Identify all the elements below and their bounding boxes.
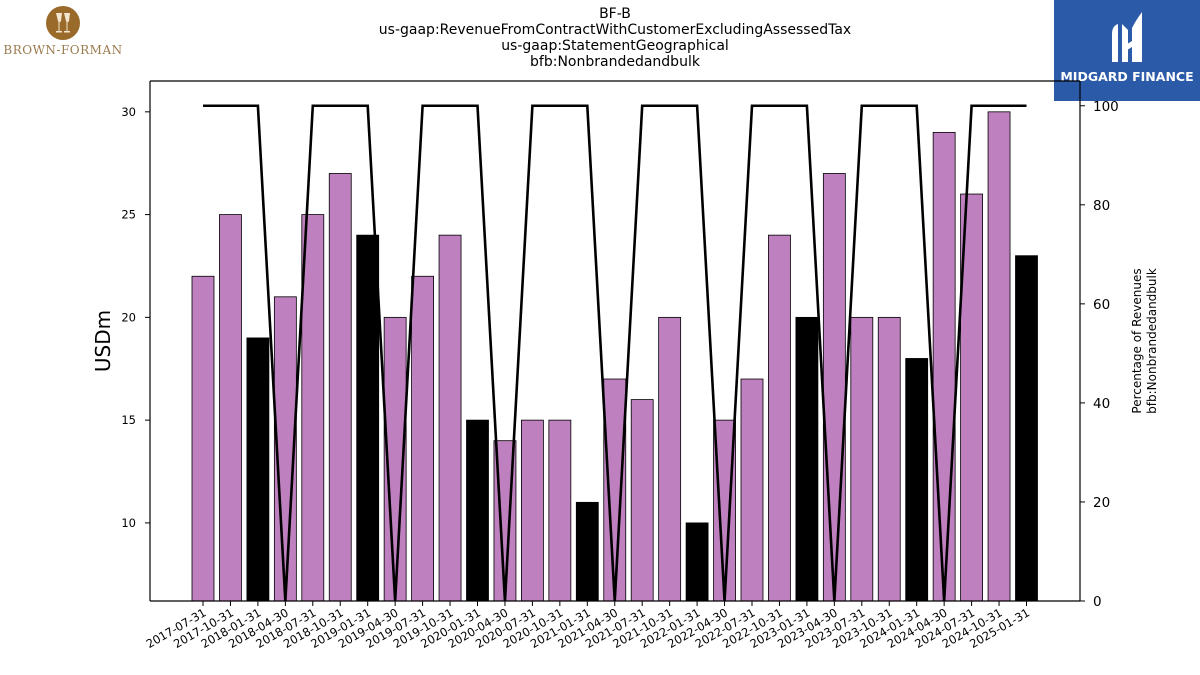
bar-2024-04-30 (932, 131, 956, 602)
chart-title-axis: us-gaap:StatementGeographical (501, 38, 729, 54)
brown-forman-logo: BROWN-FORMAN (0, 0, 130, 70)
bar-2020-01-31 (466, 419, 489, 602)
bar-2020-10-31 (548, 419, 572, 602)
bar-2023-01-31 (795, 316, 819, 602)
bar-2023-04-30 (822, 173, 846, 602)
bar-2017-10-31 (219, 214, 242, 602)
y-tick-label: 10 (121, 516, 136, 530)
midgard-logo-icon (1112, 12, 1142, 62)
y2-tick-label: 40 (1093, 396, 1110, 412)
y2-axis-label-line1: Percentage of Revenues (1130, 268, 1144, 413)
bar-series (191, 111, 1038, 602)
bar-2023-07-31 (850, 316, 874, 602)
bar-2022-10-31 (768, 234, 791, 602)
brand-name: BROWN-FORMAN (3, 43, 123, 57)
bar-2024-10-31 (987, 111, 1011, 602)
bar-2018-01-31 (246, 337, 270, 602)
y2-tick-label: 80 (1093, 198, 1110, 214)
axis-labels: USDm Percentage of Revenues bfb:Nonbranded… (91, 268, 1159, 414)
chart-title-member: bfb:Nonbrandedandbulk (530, 54, 700, 70)
y2-tick-label: 20 (1093, 495, 1110, 511)
y2-axis-label-line2: bfb:Nonbrandedandbulk (1145, 268, 1159, 414)
bar-2021-10-31 (658, 316, 682, 602)
y-axis-label: USDm (91, 310, 115, 372)
bar-2025-01-31 (1015, 255, 1038, 602)
chart-title-concept: us-gaap:RevenueFromContractWithCustomerE… (378, 22, 852, 38)
chart-titles: BF-B us-gaap:RevenueFromContractWithCust… (150, 6, 1080, 70)
bar-2023-10-31 (877, 316, 901, 602)
bar-2021-07-31 (630, 399, 654, 602)
y-axis-ticks: 10 15 20 25 30 (121, 105, 150, 530)
bar-2017-07-31 (191, 275, 215, 602)
y-tick-label: 15 (121, 413, 136, 427)
y-tick-label: 30 (121, 105, 136, 119)
bar-2022-01-31 (685, 522, 709, 602)
y2-tick-label: 100 (1093, 99, 1119, 115)
y2-tick-label: 60 (1093, 297, 1110, 313)
bar-2022-07-31 (740, 378, 764, 602)
bar-2018-07-31 (301, 214, 325, 602)
bar-2021-01-31 (575, 501, 599, 602)
midgard-watermark: MIDGARD FINANCE (1054, 0, 1200, 101)
glasses-logo-icon (46, 6, 80, 40)
x-axis-ticks: 2017-07-312017-10-312018-01-312018-04-30… (144, 601, 1032, 651)
y-tick-label: 20 (121, 310, 136, 324)
bar-2024-01-31 (905, 358, 929, 602)
bar-2019-01-31 (356, 234, 380, 602)
bar-2018-10-31 (328, 173, 352, 602)
watermark-name: MIDGARD FINANCE (1060, 69, 1194, 84)
bar-2020-07-31 (521, 419, 544, 602)
bar-2019-07-31 (411, 275, 435, 602)
y2-axis-ticks: 0 20 40 60 80 100 (1080, 99, 1119, 610)
y2-tick-label: 0 (1093, 594, 1102, 610)
bar-2021-04-30 (603, 378, 627, 602)
chart-title-ticker: BF-B (599, 6, 631, 22)
y-tick-label: 25 (121, 208, 136, 222)
bar-2019-10-31 (438, 234, 462, 602)
